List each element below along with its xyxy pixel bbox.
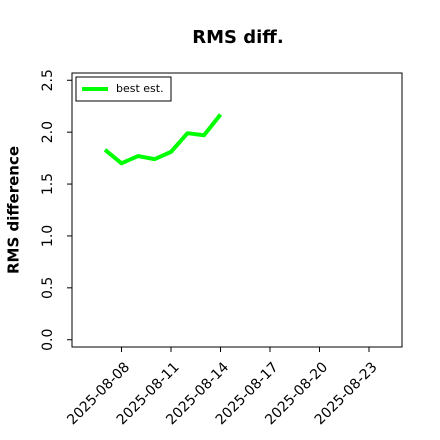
y-tick-label: 1.5 — [40, 173, 56, 195]
plot-frame — [71, 72, 403, 348]
y-tick-label: 0.5 — [40, 277, 56, 299]
y-tick-label: 2.5 — [40, 69, 56, 91]
y-tick-label: 0.0 — [40, 329, 56, 351]
chart-title: RMS diff. — [192, 27, 283, 48]
y-tick-label: 2.0 — [40, 121, 56, 143]
legend-label: best est. — [116, 82, 164, 95]
data-line — [103, 113, 223, 166]
y-axis-label: RMS difference — [5, 146, 23, 274]
y-tick-label: 1.0 — [40, 225, 56, 247]
